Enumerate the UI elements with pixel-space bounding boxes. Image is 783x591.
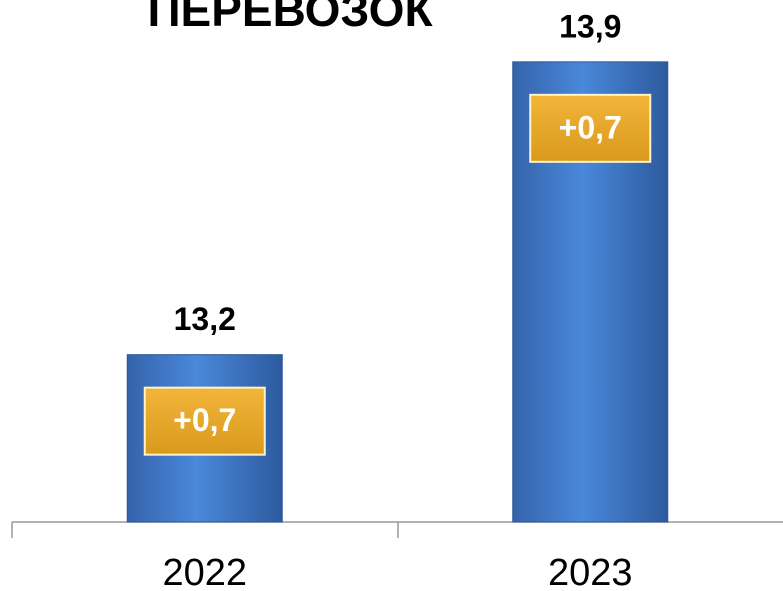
annotation-box xyxy=(529,93,652,163)
x-tick-label: 2023 xyxy=(548,552,633,591)
x-tick-label: 2022 xyxy=(162,552,247,591)
annotation: +0,7 xyxy=(559,109,622,145)
annotation: +0,7 xyxy=(173,402,236,438)
chart-title: ПЕРЕВОЗОК xyxy=(147,0,433,36)
value-label: 13,2 xyxy=(174,301,236,337)
annotation-box xyxy=(143,386,266,456)
value-label: 13,9 xyxy=(559,8,621,44)
